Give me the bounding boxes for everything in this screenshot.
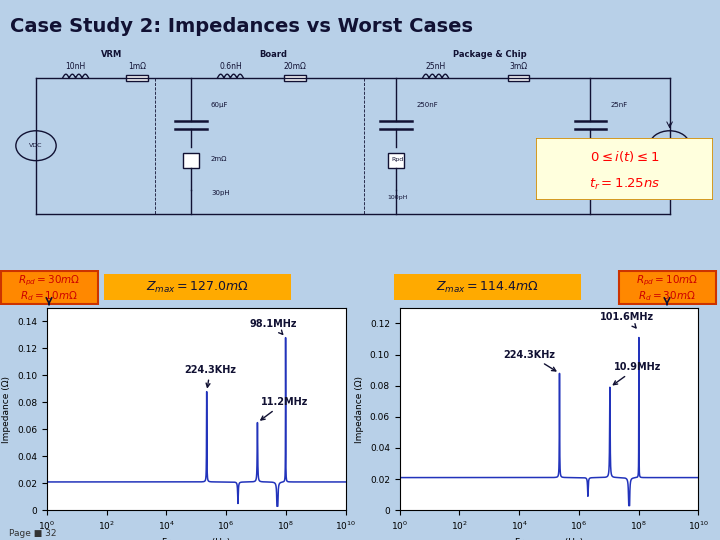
Bar [284, 75, 306, 81]
Text: 10.9MHz: 10.9MHz [613, 362, 662, 384]
Text: 10nH: 10nH [66, 62, 86, 71]
Bar [126, 75, 148, 81]
Bar [388, 153, 404, 168]
Text: Package & Chip: Package & Chip [453, 50, 526, 59]
Text: $R_{pd}=10m\Omega$: $R_{pd}=10m\Omega$ [636, 274, 698, 288]
FancyBboxPatch shape [104, 274, 291, 300]
Text: 2mΩ: 2mΩ [211, 156, 228, 161]
Text: 100pH: 100pH [387, 195, 408, 200]
Text: 98.1MHz: 98.1MHz [249, 319, 297, 334]
Y-axis label: Impedance (Ω): Impedance (Ω) [355, 375, 364, 443]
Text: Page ■ 32: Page ■ 32 [9, 529, 56, 538]
Text: $Z_{max}=114.4m\Omega$: $Z_{max}=114.4m\Omega$ [436, 280, 539, 295]
Text: 25nH: 25nH [426, 62, 446, 71]
Text: 0.6nH: 0.6nH [219, 62, 242, 71]
Bar [582, 153, 598, 168]
Text: 11.2MHz: 11.2MHz [261, 397, 309, 420]
FancyBboxPatch shape [619, 271, 716, 305]
Text: 25nF: 25nF [611, 102, 628, 109]
Text: 60μF: 60μF [211, 102, 228, 109]
Text: 3mΩ: 3mΩ [509, 62, 528, 71]
Text: VRM: VRM [101, 50, 122, 59]
Text: 224.3KHz: 224.3KHz [503, 349, 556, 371]
Text: $t_r = 1.25ns$: $t_r = 1.25ns$ [589, 177, 660, 192]
Text: $Z_{max}=127.0m\Omega$: $Z_{max}=127.0m\Omega$ [145, 280, 248, 295]
X-axis label: Frequency (Hz): Frequency (Hz) [515, 538, 583, 540]
X-axis label: Frequency (Hz): Frequency (Hz) [162, 538, 230, 540]
Text: 20mΩ: 20mΩ [284, 62, 307, 71]
Text: 224.3KHz: 224.3KHz [184, 364, 236, 387]
Bar [183, 153, 199, 168]
Text: $R_d=30m\Omega$: $R_d=30m\Omega$ [638, 289, 696, 303]
Text: VDC: VDC [30, 143, 42, 148]
Text: 30pH: 30pH [211, 190, 230, 197]
Y-axis label: Impedance (Ω): Impedance (Ω) [2, 375, 12, 443]
Text: Case Study 2: Impedances vs Worst Cases: Case Study 2: Impedances vs Worst Cases [10, 17, 473, 36]
Text: $0 \leq i(t) \leq 1$: $0 \leq i(t) \leq 1$ [590, 149, 660, 164]
FancyBboxPatch shape [394, 274, 581, 300]
Text: 250nF: 250nF [416, 102, 438, 109]
Bar [508, 75, 529, 81]
Text: i(t): i(t) [665, 153, 674, 158]
FancyBboxPatch shape [1, 271, 98, 305]
Text: 1mΩ: 1mΩ [128, 62, 145, 71]
Text: Rpd: Rpd [391, 157, 404, 161]
Text: $R_{pd}=30m\Omega$: $R_{pd}=30m\Omega$ [18, 274, 80, 288]
Text: Rd: Rd [588, 157, 596, 161]
Text: $R_d=10m\Omega$: $R_d=10m\Omega$ [20, 289, 78, 303]
Text: Board: Board [260, 50, 287, 59]
Text: 101.6MHz: 101.6MHz [600, 312, 654, 328]
